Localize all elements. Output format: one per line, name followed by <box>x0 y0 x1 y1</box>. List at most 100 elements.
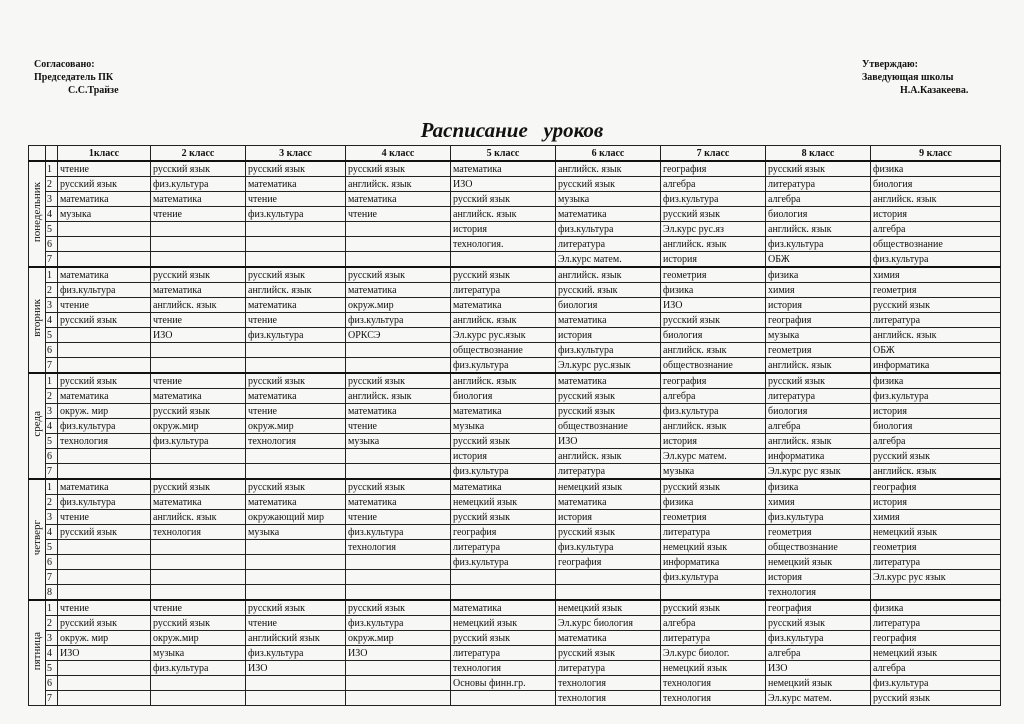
left-line1: Согласовано: <box>34 59 95 70</box>
subject-cell: русский язык <box>765 615 871 631</box>
subject-cell: окруж.мир <box>150 630 246 646</box>
subject-cell: Эл.курс матем. <box>555 251 661 268</box>
subject-cell: физ.культура <box>450 357 556 374</box>
subject-cell: физ.культура <box>660 403 766 419</box>
subject-cell: алгебра <box>870 660 1001 676</box>
subject-cell: физ.культура <box>345 312 451 328</box>
subject-cell: физ.культура <box>57 494 151 510</box>
subject-cell: химия <box>870 266 1001 283</box>
subject-cell: биология <box>765 403 871 419</box>
subject-cell: Эл.курс матем. <box>765 690 871 706</box>
empty-cell <box>57 675 151 691</box>
subject-cell: русский язык <box>57 372 151 389</box>
empty-cell <box>57 660 151 676</box>
empty-cell <box>245 675 346 691</box>
day-name: четверг <box>30 519 43 556</box>
subject-cell: физика <box>765 266 871 283</box>
right-line1: Утверждаю: <box>862 59 918 70</box>
lesson-row: 6 Основы финн.гр. технология технология неме… <box>29 675 1001 691</box>
subject-cell: Эл.курс рус язык <box>765 463 871 480</box>
subject-cell: алгебра <box>765 418 871 434</box>
subject-cell: русский язык <box>245 372 346 389</box>
empty-cell <box>150 554 246 570</box>
lesson-row: 5 история физ.культура Эл.курс рус.яз англий… <box>29 221 1001 237</box>
subject-cell: алгебра <box>765 645 871 661</box>
day-cell: четверг <box>28 478 46 601</box>
lesson-row: 3 чтение английск. язык окружающий мир чтени… <box>29 509 1001 525</box>
subject-cell: математика <box>150 282 246 298</box>
subject-cell: английск. язык <box>870 191 1001 207</box>
subject-cell: музыка <box>57 206 151 222</box>
empty-cell <box>345 342 451 358</box>
lesson-row: понедельник 1 чтение русский язык русский яз… <box>28 160 1001 268</box>
lesson-number: 4 <box>45 524 58 540</box>
lesson-number: 5 <box>45 221 58 237</box>
subject-cell: немецкий язык <box>555 478 661 495</box>
lesson-number: 2 <box>45 282 58 298</box>
subject-cell: физика <box>870 599 1001 616</box>
subject-cell: география <box>765 599 871 616</box>
subject-cell: русский язык <box>450 509 556 525</box>
subject-cell: немецкий язык <box>555 599 661 616</box>
day-name: пятница <box>30 631 43 671</box>
subject-cell: физ.культура <box>450 554 556 570</box>
lesson-row: 3 окруж. мир русский язык чтение математика м… <box>29 403 1001 419</box>
subject-cell: математика <box>450 297 556 313</box>
subject-cell: история <box>555 509 661 525</box>
subject-cell: математика <box>555 312 661 328</box>
lesson-row: 2 русский язык русский язык чтение физ.культ… <box>29 615 1001 631</box>
subject-cell: геометрия <box>765 524 871 540</box>
subject-cell: физ.культура <box>245 645 346 661</box>
subject-cell: чтение <box>150 206 246 222</box>
subject-cell: ОРКСЭ <box>345 327 451 343</box>
subject-cell: физ.культура <box>450 463 556 480</box>
subject-cell: английск. язык <box>450 372 556 389</box>
subject-cell: математика <box>345 191 451 207</box>
subject-cell: немецкий язык <box>870 645 1001 661</box>
subject-cell: математика <box>555 372 661 389</box>
subject-cell: геометрия <box>765 342 871 358</box>
lesson-row: 7 технология технология Эл.курс матем. русск… <box>29 690 1001 706</box>
subject-cell: чтение <box>150 372 246 389</box>
subject-cell: технология <box>660 675 766 691</box>
subject-cell: ИЗО <box>660 297 766 313</box>
subject-cell: музыка <box>345 433 451 449</box>
empty-cell <box>450 690 556 706</box>
subject-cell: русский язык <box>555 524 661 540</box>
subject-cell: физ.культура <box>765 630 871 646</box>
subject-cell: Эл.курс биология <box>555 615 661 631</box>
lesson-number: 3 <box>45 191 58 207</box>
empty-cell <box>245 221 346 237</box>
lesson-row: 5 физ.культура ИЗО технология литература неме… <box>29 660 1001 676</box>
right-name: Н.А.Казакеева. <box>900 85 969 96</box>
subject-cell: русский язык <box>150 160 246 177</box>
subject-cell: русский язык <box>345 599 451 616</box>
subject-cell: физ.культура <box>555 221 661 237</box>
subject-cell: русский язык <box>555 388 661 404</box>
day-name: вторник <box>30 299 43 337</box>
empty-cell <box>57 342 151 358</box>
blank <box>28 145 46 162</box>
subject-cell: русский язык <box>450 433 556 449</box>
subject-cell: английск. язык <box>765 221 871 237</box>
empty-cell <box>245 448 346 464</box>
subject-cell: немецкий язык <box>450 615 556 631</box>
empty-cell <box>345 463 451 480</box>
subject-cell: математика <box>57 266 151 283</box>
subject-cell: окруж. мир <box>57 403 151 419</box>
lesson-number: 5 <box>45 433 58 449</box>
subject-cell: окруж.мир <box>150 418 246 434</box>
empty-cell <box>150 584 246 601</box>
subject-cell: русский язык <box>57 312 151 328</box>
subject-cell: математика <box>245 297 346 313</box>
subject-cell: немецкий язык <box>765 675 871 691</box>
subject-cell: чтение <box>57 160 151 177</box>
subject-cell: география <box>765 312 871 328</box>
lesson-number: 8 <box>45 584 58 601</box>
subject-cell: обществознание <box>660 357 766 374</box>
lesson-row: 6 обществознание физ.культура английск. язы… <box>29 342 1001 358</box>
subject-cell: чтение <box>57 297 151 313</box>
subject-cell: обществознание <box>555 418 661 434</box>
subject-cell: математика <box>450 599 556 616</box>
subject-cell: математика <box>57 388 151 404</box>
